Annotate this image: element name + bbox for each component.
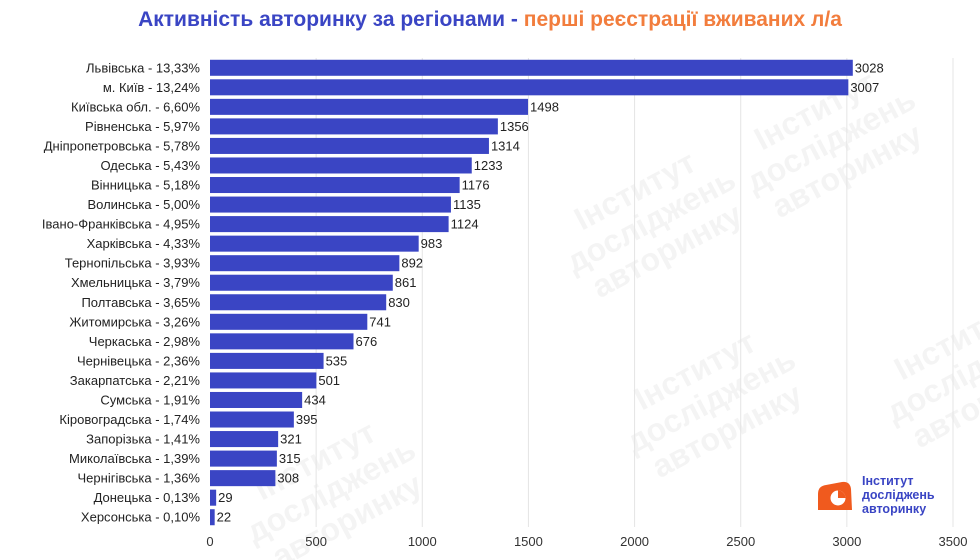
data-label: 501 — [318, 373, 340, 388]
bar — [210, 60, 853, 76]
logo-mark-icon — [816, 480, 854, 514]
category-label: Київська обл. - 6,60% — [71, 99, 200, 114]
data-label: 315 — [279, 451, 301, 466]
bar — [210, 79, 848, 95]
bar — [210, 197, 451, 213]
data-label: 830 — [388, 295, 410, 310]
category-label: Вінницька - 5,18% — [91, 178, 200, 193]
institute-logo: Інститут досліджень авторинку — [816, 474, 966, 520]
category-label: Полтавська - 3,65% — [81, 295, 200, 310]
category-label: Рівненська - 5,97% — [85, 119, 200, 134]
bar — [210, 431, 278, 447]
data-label: 861 — [395, 275, 417, 290]
x-tick-label: 1500 — [514, 534, 543, 549]
category-label: Харківська - 4,33% — [87, 236, 201, 251]
logo-text: Інститут досліджень авторинку — [862, 474, 935, 516]
logo-text-line-2: досліджень — [862, 488, 935, 502]
bar — [210, 177, 460, 193]
category-label: Дніпропетровська - 5,78% — [44, 138, 201, 153]
category-label: Івано-Франківська - 4,95% — [42, 217, 201, 232]
bar — [210, 470, 275, 486]
bar — [210, 99, 528, 115]
logo-text-line-1: Інститут — [862, 474, 935, 488]
bar — [210, 236, 419, 252]
category-label: Чернівецька - 2,36% — [77, 353, 200, 368]
category-label: Черкаська - 2,98% — [89, 334, 201, 349]
data-label: 321 — [280, 432, 302, 447]
data-label: 1498 — [530, 99, 559, 114]
bar — [210, 255, 399, 271]
bar — [210, 353, 324, 369]
data-label: 983 — [421, 236, 443, 251]
x-tick-label: 0 — [206, 534, 213, 549]
bar — [210, 412, 294, 428]
x-axis-tick-labels: 0 500 1000 1500 2000 2500 3000 3500 — [206, 534, 967, 549]
x-tick-label: 3000 — [832, 534, 861, 549]
category-label: Херсонська - 0,10% — [81, 510, 201, 525]
category-labels: Львівська - 13,33% м. Київ - 13,24% Київсь… — [42, 60, 201, 524]
bar — [210, 216, 449, 232]
bar — [210, 138, 489, 154]
category-label: Чернігівська - 1,36% — [78, 471, 201, 486]
bar — [210, 333, 354, 349]
category-label: Миколаївська - 1,39% — [69, 451, 200, 466]
data-label: 892 — [401, 256, 423, 271]
data-label: 1233 — [474, 158, 503, 173]
category-label: Житомирська - 3,26% — [69, 314, 200, 329]
category-label: Львівська - 13,33% — [86, 60, 200, 75]
data-label: 535 — [326, 353, 348, 368]
x-tick-label: 2000 — [620, 534, 649, 549]
category-label: Кіровоградська - 1,74% — [59, 412, 200, 427]
category-label: Волинська - 5,00% — [87, 197, 200, 212]
bar — [210, 275, 393, 291]
bar — [210, 490, 216, 506]
category-label: Сумська - 1,91% — [100, 392, 200, 407]
data-label: 1314 — [491, 138, 520, 153]
category-label: м. Київ - 13,24% — [103, 80, 201, 95]
data-label: 22 — [217, 510, 231, 525]
bar — [210, 294, 386, 310]
category-label: Тернопільська - 3,93% — [65, 256, 201, 271]
bar — [210, 509, 215, 525]
data-label: 1124 — [451, 217, 479, 232]
category-label: Донецька - 0,13% — [94, 490, 201, 505]
data-label: 434 — [304, 392, 326, 407]
data-label: 1135 — [453, 197, 481, 212]
data-label: 1356 — [500, 119, 529, 134]
data-label: 308 — [277, 471, 299, 486]
bar — [210, 118, 498, 134]
bar — [210, 372, 316, 388]
bar — [210, 157, 472, 173]
logo-text-line-3: авторинку — [862, 502, 935, 516]
bar — [210, 451, 277, 467]
category-label: Закарпатська - 2,21% — [70, 373, 201, 388]
data-label: 741 — [369, 314, 391, 329]
category-label: Хмельницька - 3,79% — [71, 275, 200, 290]
data-label: 3007 — [850, 80, 879, 95]
data-label: 676 — [356, 334, 378, 349]
data-label: 1176 — [462, 178, 490, 193]
x-tick-label: 3500 — [939, 534, 968, 549]
category-label: Одеська - 5,43% — [100, 158, 200, 173]
data-label: 3028 — [855, 60, 884, 75]
x-tick-label: 1000 — [408, 534, 437, 549]
category-label: Запорізька - 1,41% — [86, 432, 200, 447]
data-label: 395 — [296, 412, 318, 427]
data-label: 29 — [218, 490, 232, 505]
x-tick-label: 2500 — [726, 534, 755, 549]
bar — [210, 392, 302, 408]
x-tick-label: 500 — [305, 534, 327, 549]
bar — [210, 314, 367, 330]
